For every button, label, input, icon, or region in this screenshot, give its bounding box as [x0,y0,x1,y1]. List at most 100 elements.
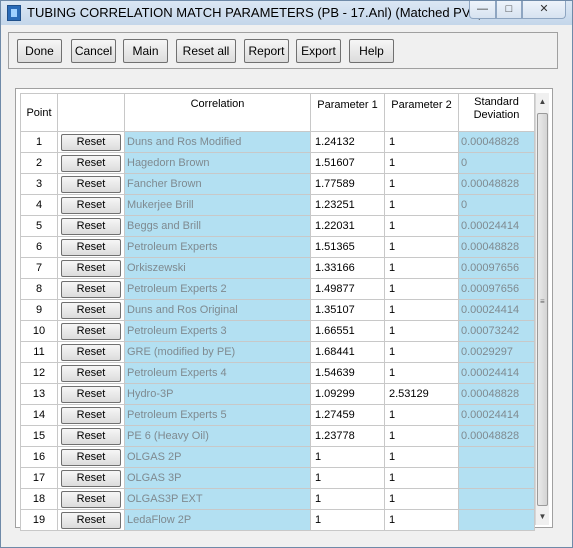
reset-row-button[interactable]: Reset [61,407,121,424]
reset-row-button[interactable]: Reset [61,281,121,298]
parameter-2-cell[interactable]: 1 [384,215,459,237]
parameter-1-cell[interactable]: 1 [310,509,385,531]
reset-row-button[interactable]: Reset [61,155,121,172]
title-bar[interactable]: TUBING CORRELATION MATCH PARAMETERS (PB … [1,1,572,25]
parameter-1-cell[interactable]: 1.09299 [310,383,385,405]
header-parameter-1: Parameter 1 [310,93,385,132]
table-row: 17 Reset OLGAS 3P 1 1 [20,467,535,489]
reset-cell: Reset [57,509,125,531]
parameter-2-cell[interactable]: 1 [384,467,459,489]
help-button[interactable]: Help [349,39,394,63]
reset-cell: Reset [57,425,125,447]
parameter-2-cell[interactable]: 1 [384,446,459,468]
scrollbar-thumb[interactable]: ≡ [537,113,548,506]
point-cell: 17 [20,467,58,489]
parameter-2-cell[interactable]: 2.53129 [384,383,459,405]
reset-row-button[interactable]: Reset [61,218,121,235]
point-cell: 19 [20,509,58,531]
parameter-1-cell[interactable]: 1.77589 [310,173,385,195]
reset-cell: Reset [57,320,125,342]
table-row: 11 Reset GRE (modified by PE) 1.68441 1 0.002… [20,341,535,363]
correlation-cell: Duns and Ros Modified [124,131,311,153]
parameter-2-cell[interactable]: 1 [384,320,459,342]
report-button[interactable]: Report [244,39,289,63]
reset-row-button[interactable]: Reset [61,365,121,382]
point-cell: 18 [20,488,58,510]
reset-row-button[interactable]: Reset [61,512,121,529]
scroll-up-arrow-icon[interactable]: ▲ [538,97,547,106]
app-icon [7,5,21,21]
parameter-1-cell[interactable]: 1.23778 [310,425,385,447]
table-row: 7 Reset Orkiszewski 1.33166 1 0.00097656 [20,257,535,279]
parameter-1-cell[interactable]: 1 [310,488,385,510]
reset-row-button[interactable]: Reset [61,176,121,193]
parameter-2-cell[interactable]: 1 [384,194,459,216]
reset-row-button[interactable]: Reset [61,428,121,445]
parameter-2-cell[interactable]: 1 [384,152,459,174]
parameter-1-cell[interactable]: 1.35107 [310,299,385,321]
standard-deviation-cell [458,446,535,468]
reset-row-button[interactable]: Reset [61,197,121,214]
reset-row-button[interactable]: Reset [61,302,121,319]
reset-row-button[interactable]: Reset [61,134,121,151]
done-button[interactable]: Done [17,39,62,63]
parameter-1-cell[interactable]: 1.51607 [310,152,385,174]
parameter-2-cell[interactable]: 1 [384,425,459,447]
reset-cell: Reset [57,152,125,174]
parameter-1-cell[interactable]: 1 [310,446,385,468]
parameter-2-cell[interactable]: 1 [384,131,459,153]
table-row: 18 Reset OLGAS3P EXT 1 1 [20,488,535,510]
parameter-1-cell[interactable]: 1.49877 [310,278,385,300]
cancel-button[interactable]: Cancel [71,39,116,63]
reset-row-button[interactable]: Reset [61,491,121,508]
header-sd-line1: Standard [474,96,519,108]
reset-row-button[interactable]: Reset [61,323,121,340]
parameter-1-cell[interactable]: 1.68441 [310,341,385,363]
parameter-2-cell[interactable]: 1 [384,173,459,195]
parameter-1-cell[interactable]: 1.22031 [310,215,385,237]
close-button[interactable]: ✕ [522,1,566,19]
reset-row-button[interactable]: Reset [61,386,121,403]
table-row: 1 Reset Duns and Ros Modified 1.24132 1 0.000… [20,131,535,153]
standard-deviation-cell: 0.00048828 [458,236,535,258]
parameter-1-cell[interactable]: 1.33166 [310,257,385,279]
parameter-2-cell[interactable]: 1 [384,341,459,363]
parameter-1-cell[interactable]: 1.24132 [310,131,385,153]
parameter-2-cell[interactable]: 1 [384,488,459,510]
vertical-scrollbar[interactable]: ▲ ≡ ▼ [535,93,549,525]
parameter-1-cell[interactable]: 1.54639 [310,362,385,384]
correlation-table: Point Correlation Parameter 1 Parameter … [20,93,535,531]
minimize-button[interactable]: — [469,1,496,19]
maximize-button[interactable]: □ [496,1,522,19]
parameter-1-cell[interactable]: 1.66551 [310,320,385,342]
export-button[interactable]: Export [296,39,341,63]
correlation-cell: OLGAS 2P [124,446,311,468]
standard-deviation-cell: 0 [458,152,535,174]
parameter-1-cell[interactable]: 1.23251 [310,194,385,216]
reset-row-button[interactable]: Reset [61,260,121,277]
parameter-2-cell[interactable]: 1 [384,236,459,258]
reset-row-button[interactable]: Reset [61,449,121,466]
parameter-2-cell[interactable]: 1 [384,278,459,300]
reset-all-button[interactable]: Reset all [176,39,236,63]
reset-row-button[interactable]: Reset [61,344,121,361]
standard-deviation-cell: 0.00097656 [458,278,535,300]
reset-row-button[interactable]: Reset [61,470,121,487]
parameter-2-cell[interactable]: 1 [384,509,459,531]
parameter-2-cell[interactable]: 1 [384,299,459,321]
reset-row-button[interactable]: Reset [61,239,121,256]
correlation-cell: GRE (modified by PE) [124,341,311,363]
correlation-cell: Hagedorn Brown [124,152,311,174]
point-cell: 5 [20,215,58,237]
parameter-2-cell[interactable]: 1 [384,362,459,384]
correlation-cell: Petroleum Experts [124,236,311,258]
parameter-1-cell[interactable]: 1 [310,467,385,489]
parameter-1-cell[interactable]: 1.51365 [310,236,385,258]
parameter-1-cell[interactable]: 1.27459 [310,404,385,426]
parameter-2-cell[interactable]: 1 [384,404,459,426]
scroll-down-arrow-icon[interactable]: ▼ [538,512,547,521]
reset-cell: Reset [57,131,125,153]
main-button[interactable]: Main [123,39,168,63]
parameter-2-cell[interactable]: 1 [384,257,459,279]
header-standard-deviation: Standard Deviation [458,93,535,132]
